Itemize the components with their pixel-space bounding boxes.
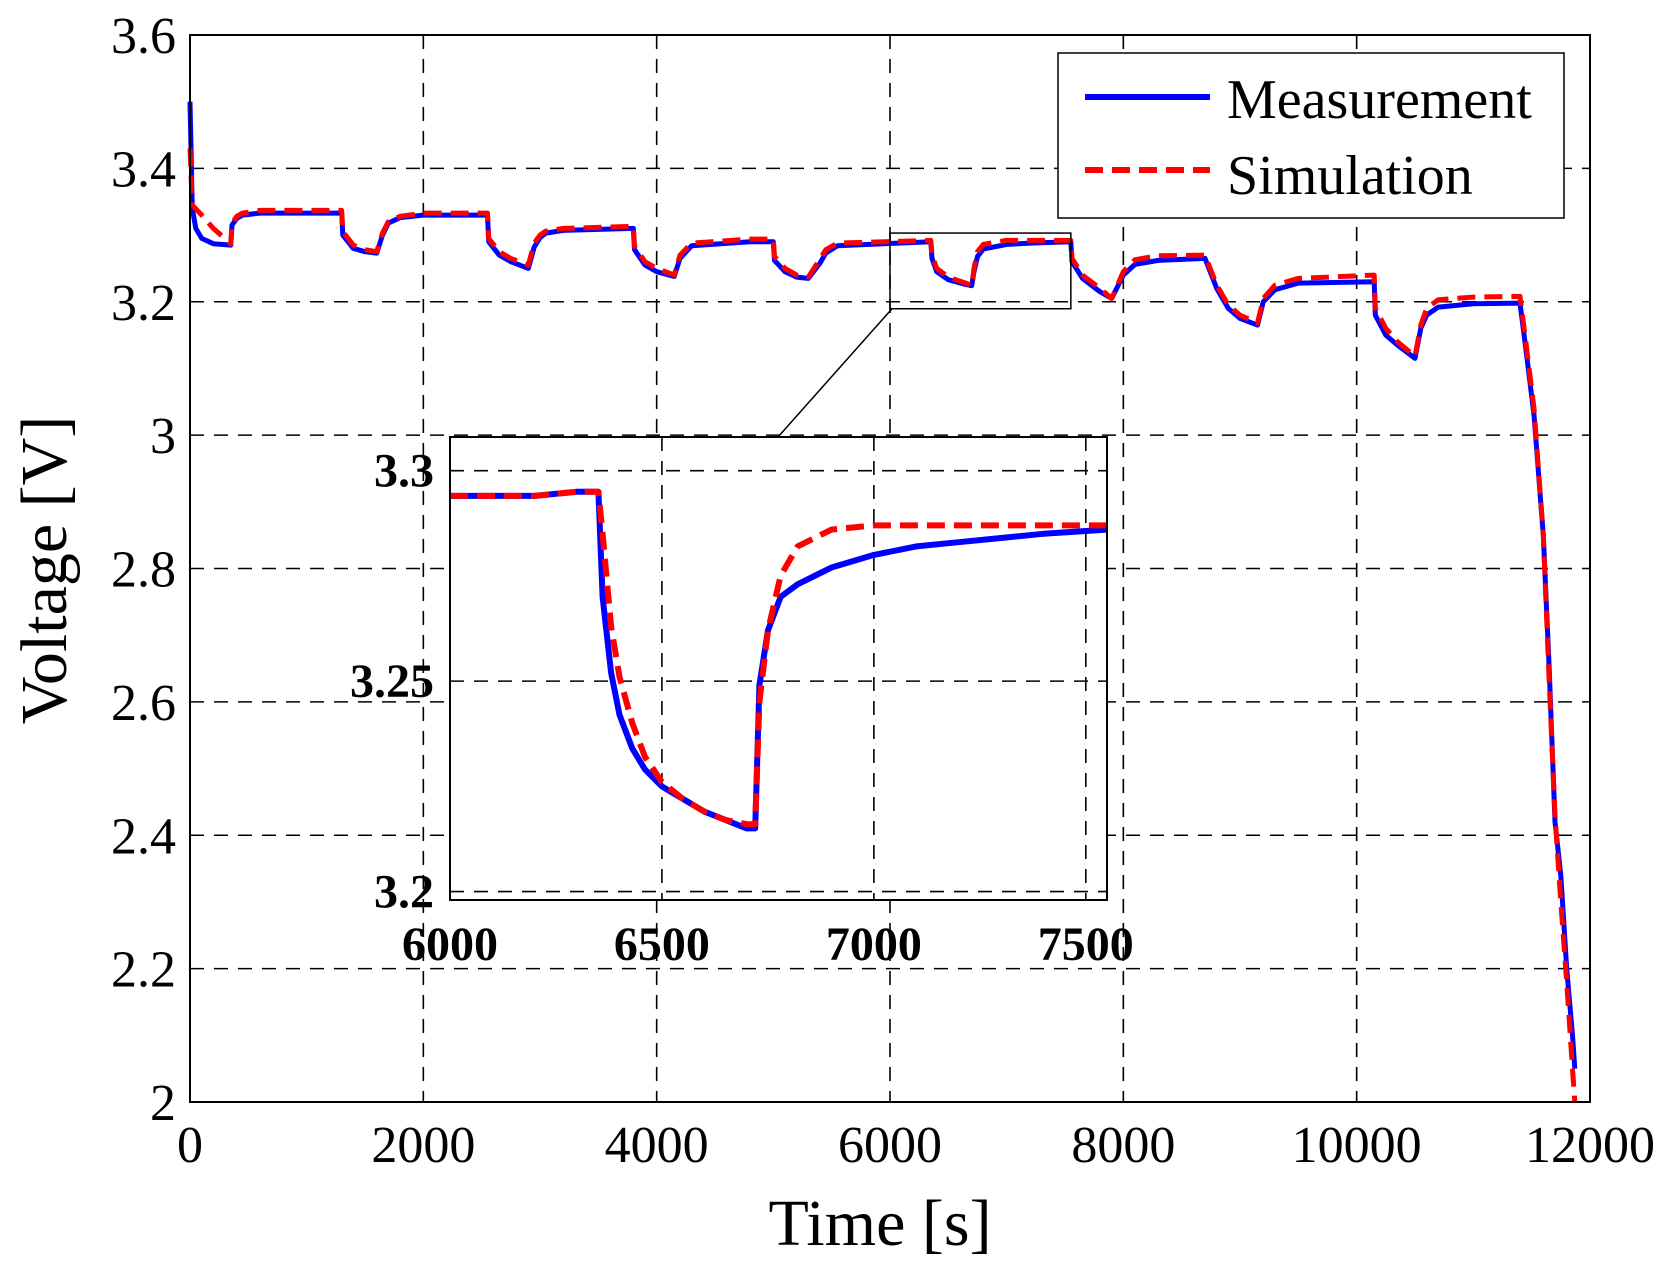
inset-x-tick-label: 7500 (1038, 918, 1134, 971)
x-tick-label: 4000 (605, 1117, 709, 1174)
y-tick-label: 2 (150, 1075, 176, 1132)
main-series-layer (187, 101, 1578, 1103)
inset-frame (449, 436, 1108, 901)
legend: Measurement Simulation (1057, 52, 1565, 219)
y-axis-title: Voltage [V] (8, 416, 81, 725)
inset-grid-layer (450, 437, 1107, 900)
zoom-connector-line (777, 308, 893, 438)
zoom-region-box (889, 232, 1072, 310)
inset-y-tick-label: 3.3 (374, 445, 434, 498)
tick-labels: 0 2000 4000 6000 8000 10000 12000 2 2.2 2.4 2.6 2.8… (111, 8, 1655, 1174)
x-tick-label: 10000 (1292, 1117, 1422, 1174)
inset-background (450, 437, 1107, 900)
inset-x-tick-label: 7000 (826, 918, 922, 971)
x-tick-label: 12000 (1525, 1117, 1655, 1174)
x-tick-label: 2000 (371, 1117, 475, 1174)
y-tick-label: 2.8 (111, 542, 176, 599)
legend-simulation-label: Simulation (1227, 145, 1473, 207)
y-tick-label: 3 (150, 408, 176, 465)
x-tick-label: 0 (177, 1117, 203, 1174)
y-tick-label: 3.6 (111, 8, 176, 65)
inset-y-tick-label: 3.2 (374, 866, 434, 919)
y-tick-label: 3.2 (111, 275, 176, 332)
y-tick-label: 2.6 (111, 675, 176, 732)
series-simulation-line (187, 148, 1578, 1103)
inset-tick-labels: 6000 6500 7000 7500 3.2 3.25 3.3 (350, 445, 1134, 971)
x-tick-label: 6000 (838, 1117, 942, 1174)
legend-box (1057, 52, 1565, 219)
inset-y-tick-label: 3.25 (350, 655, 434, 708)
inset-series-layer (450, 488, 1108, 832)
inset-x-tick-label: 6500 (614, 918, 710, 971)
x-tick-label: 8000 (1071, 1117, 1175, 1174)
inset-x-tick-label: 6000 (402, 918, 498, 971)
x-axis-title: Time [s] (768, 1187, 991, 1260)
y-tick-label: 2.2 (111, 942, 176, 999)
y-tick-label: 3.4 (111, 141, 176, 198)
y-tick-label: 2.4 (111, 808, 176, 865)
plot-frame (189, 34, 1591, 1103)
legend-measurement-label: Measurement (1227, 69, 1532, 131)
inset-series-simulation-line (450, 488, 1107, 828)
